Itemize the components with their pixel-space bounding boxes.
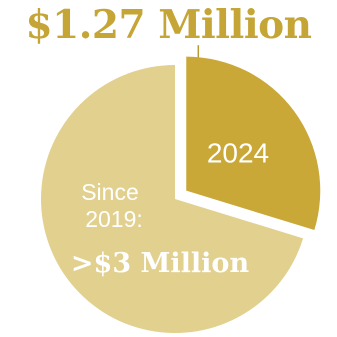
- slice-value-label: >$3 Million: [71, 248, 250, 279]
- headline-title: $1.27 Million: [25, 2, 313, 48]
- slice-label-2019: 2019:: [85, 206, 143, 232]
- slice-label-since: Since: [81, 179, 139, 205]
- slice-label-2024: 2024: [207, 137, 269, 168]
- pie-slice-2024: [186, 56, 321, 231]
- pie-slice-since-2019: [41, 65, 304, 334]
